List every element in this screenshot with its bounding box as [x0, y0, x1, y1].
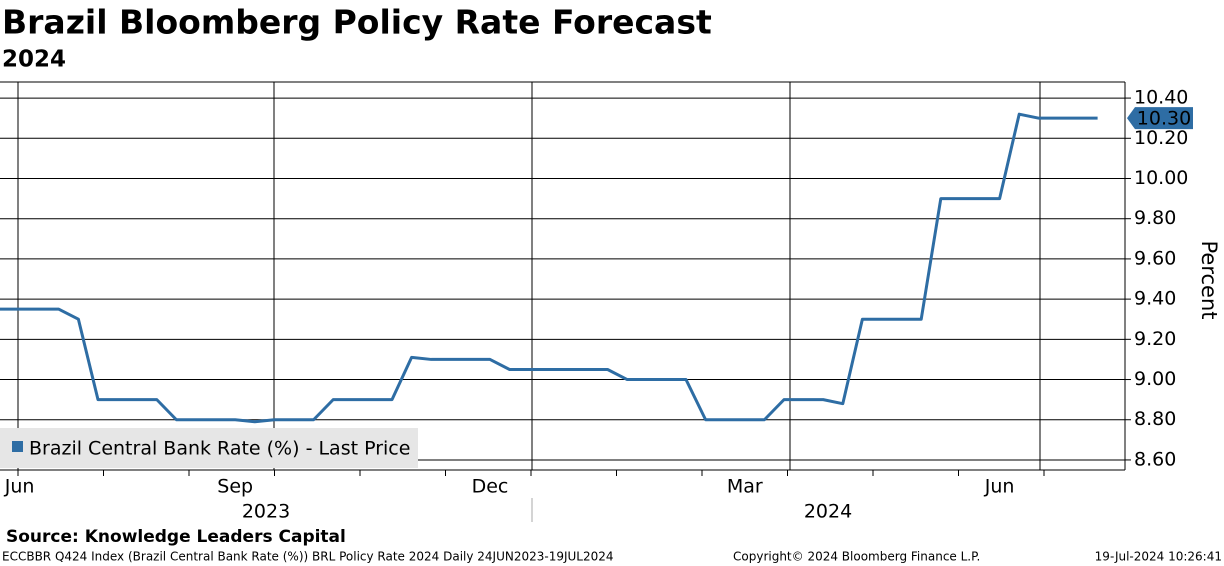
legend-label: Brazil Central Bank Rate (%) - Last Pric… [29, 438, 410, 460]
series-line [0, 112, 1098, 424]
source: Source: Knowledge Leaders Capital [6, 527, 346, 547]
year-label: 2024 [804, 501, 852, 523]
chart-title: Brazil Bloomberg Policy Rate Forecast [2, 3, 712, 42]
y-tick-label: 10.00 [1134, 167, 1188, 189]
chart-subtitle: 2024 [2, 47, 66, 73]
y-axis-label: Percent [1197, 240, 1221, 319]
x-tick-label: Mar [727, 476, 763, 498]
x-tick-label: Sep [217, 476, 253, 498]
last-price-label: 10.30 [1137, 108, 1191, 130]
y-tick-label: 9.80 [1134, 207, 1176, 229]
y-tick-label: 8.60 [1134, 448, 1176, 470]
y-tick-label: 9.20 [1134, 328, 1176, 350]
y-tick-label: 10.40 [1134, 87, 1188, 109]
legend-swatch [12, 441, 23, 452]
legend: Brazil Central Bank Rate (%) - Last Pric… [0, 428, 418, 468]
year-label: 2023 [242, 501, 290, 523]
x-tick-label: Dec [472, 476, 509, 498]
y-tick-label: 8.80 [1134, 408, 1176, 430]
y-tick-label: 9.60 [1134, 247, 1176, 269]
x-tick-label: Jun [4, 476, 35, 498]
y-tick-label: 9.00 [1134, 368, 1176, 390]
footer-right: 19-Jul-2024 10:26:41 [1095, 550, 1222, 564]
y-tick-label: 10.20 [1134, 127, 1188, 149]
last-price-box [1127, 107, 1193, 130]
legend-box [0, 428, 418, 468]
footer-left: ECCBBR Q424 Index (Brazil Central Bank R… [2, 550, 614, 564]
footer-center: Copyright© 2024 Bloomberg Finance L.P. [733, 550, 980, 564]
y-tick-label: 9.40 [1134, 288, 1176, 310]
x-tick-label: Jun [984, 476, 1015, 498]
